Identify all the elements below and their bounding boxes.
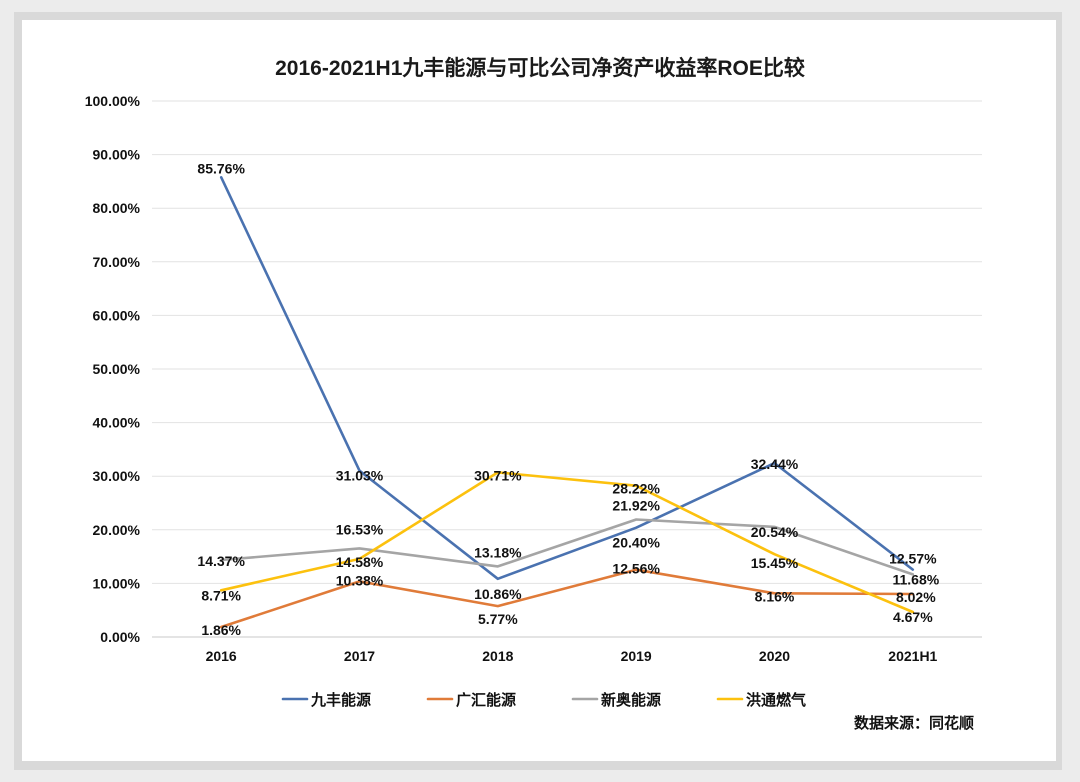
data-label: 32.44% <box>751 456 799 472</box>
x-tick-label: 2017 <box>344 648 375 664</box>
data-label: 10.38% <box>336 572 384 588</box>
legend-label: 广汇能源 <box>456 691 516 709</box>
x-tick-label: 2016 <box>206 648 237 664</box>
data-label: 31.03% <box>336 468 384 484</box>
data-label: 20.40% <box>612 535 660 551</box>
y-axis-ticks: 0.00% 10.00% 20.00% 30.00% 40.00% 50.00% 60.00… <box>85 93 141 645</box>
data-label: 15.45% <box>751 555 799 571</box>
x-axis-ticks: 2016 2017 2018 2019 2020 2021H1 <box>206 648 938 664</box>
y-tick-label: 40.00% <box>93 415 141 431</box>
series-line-1 <box>219 176 915 581</box>
data-label: 16.53% <box>336 521 384 537</box>
x-tick-label: 2021H1 <box>888 648 937 664</box>
y-tick-label: 30.00% <box>93 468 141 484</box>
y-tick-label: 10.00% <box>93 575 141 591</box>
data-label: 8.02% <box>896 589 936 605</box>
data-label: 14.58% <box>336 554 384 570</box>
legend: 九丰能源 广汇能源 新奥能源 洪通燃气 <box>281 691 806 709</box>
data-label: 21.92% <box>612 498 660 514</box>
y-tick-label: 0.00% <box>100 629 140 645</box>
data-label: 12.56% <box>612 561 660 577</box>
x-tick-label: 2019 <box>621 648 652 664</box>
data-label: 14.37% <box>197 553 245 569</box>
series-line-2 <box>219 568 915 629</box>
legend-label: 洪通燃气 <box>746 691 806 709</box>
data-label: 28.22% <box>612 481 660 497</box>
data-label: 1.86% <box>201 622 241 638</box>
legend-label: 九丰能源 <box>310 691 371 709</box>
y-tick-label: 70.00% <box>93 254 141 270</box>
data-label: 85.76% <box>197 160 245 176</box>
data-label: 13.18% <box>474 544 522 560</box>
series-line-4 <box>219 471 915 614</box>
y-tick-label: 90.00% <box>93 147 141 163</box>
y-tick-label: 80.00% <box>93 200 141 216</box>
data-labels: 85.76% 31.03% 10.86% 20.40% 32.44% 12.57% 1.86… <box>197 160 939 638</box>
y-tick-label: 50.00% <box>93 361 141 377</box>
series-line-3 <box>219 518 915 576</box>
x-tick-label: 2018 <box>482 648 513 664</box>
data-label: 12.57% <box>889 551 937 567</box>
chart-title: 2016-2021H1九丰能源与可比公司净资产收益率ROE比较 <box>275 56 805 80</box>
data-label: 8.71% <box>201 587 241 603</box>
x-tick-label: 2020 <box>759 648 790 664</box>
data-label: 10.86% <box>474 586 522 602</box>
series-lines <box>219 176 915 629</box>
y-tick-label: 100.00% <box>85 93 141 109</box>
source-note: 数据来源：同花顺 <box>854 714 974 732</box>
data-label: 8.16% <box>755 588 795 604</box>
legend-label: 新奥能源 <box>601 691 661 709</box>
data-label: 4.67% <box>893 609 933 625</box>
data-label: 20.54% <box>751 524 799 540</box>
y-tick-label: 60.00% <box>93 307 141 323</box>
y-tick-label: 20.00% <box>93 522 141 538</box>
data-label: 30.71% <box>474 467 522 483</box>
data-label: 5.77% <box>478 611 518 627</box>
gridlines <box>152 100 982 638</box>
data-label: 11.68% <box>892 571 939 587</box>
